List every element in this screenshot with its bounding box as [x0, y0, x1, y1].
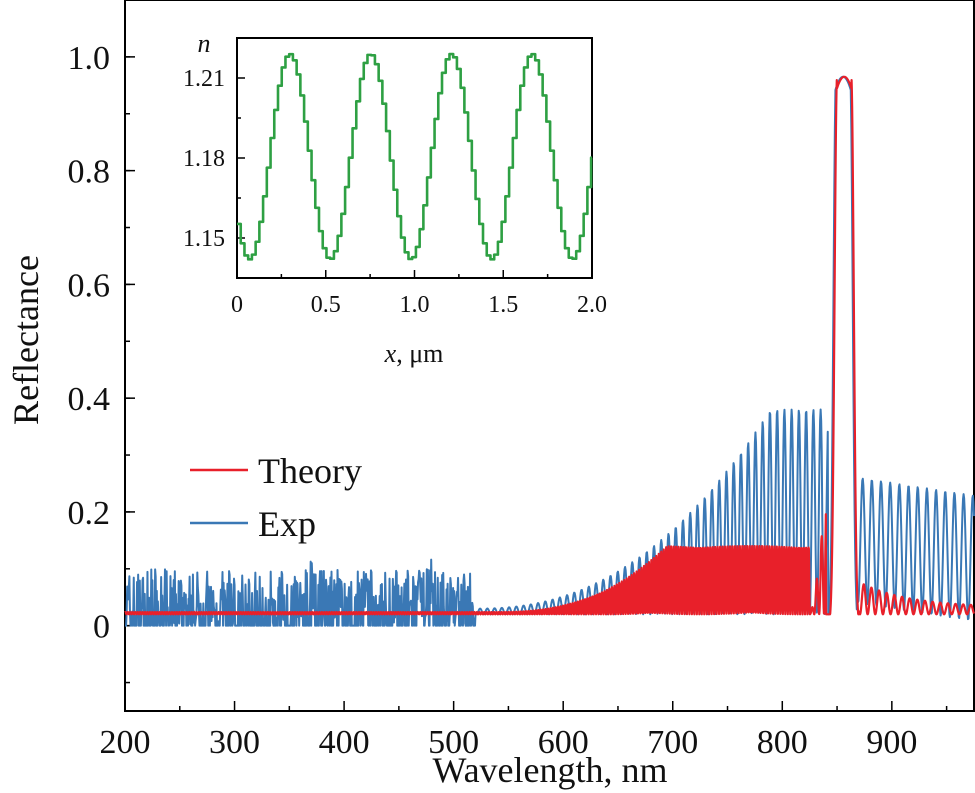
inset-axis-ticks: 0 0.5 1.0 1.5 2.0 1.15 1.18 1.21 — [183, 66, 607, 318]
inset-plot: 0 0.5 1.0 1.5 2.0 1.15 1.18 1.21 — [183, 37, 607, 318]
x-tick-label: 800 — [757, 724, 808, 761]
inset-series-group — [237, 52, 593, 261]
x-tick-label: 200 — [100, 724, 151, 761]
inset-x-tick-label: 1.0 — [400, 292, 430, 318]
legend: Theory Exp — [190, 451, 362, 544]
inset-x-tick-label: 1.5 — [488, 292, 518, 318]
y-tick-label: 0 — [93, 609, 110, 646]
x-tick-label: 600 — [538, 724, 589, 761]
main-plot-frame — [124, 0, 975, 712]
x-tick-label: 700 — [647, 724, 698, 761]
main-axis-ticks: 200 300 400 500 600 700 800 900 0 0.2 0.4 0.6 0.8 1.0 — [68, 0, 948, 761]
x-tick-label: 300 — [209, 724, 260, 761]
inset-y-axis-title: n — [198, 29, 211, 58]
legend-theory-label: Theory — [258, 451, 362, 491]
inset-x-tick-label: 0 — [231, 292, 243, 318]
y-tick-label: 0.2 — [68, 495, 111, 532]
inset-x-tick-label: 0.5 — [311, 292, 341, 318]
series-line-theory — [124, 75, 975, 616]
x-axis-title: Wavelength, nm — [432, 750, 667, 790]
y-tick-label: 0.4 — [68, 381, 111, 418]
main-plot: 200 300 400 500 600 700 800 900 0 0.2 0.4 0.6 0.8 1.0 — [68, 0, 975, 761]
inset-series-line-n — [237, 52, 593, 261]
x-tick-label: 900 — [866, 724, 917, 761]
x-tick-label: 500 — [428, 724, 479, 761]
x-tick-label: 400 — [319, 724, 370, 761]
inset-y-tick-label: 1.21 — [183, 66, 225, 92]
inset-y-tick-label: 1.18 — [183, 146, 225, 172]
y-axis-title: Reflectance — [6, 255, 46, 425]
inset-x-axis-title: x, μm — [384, 339, 444, 368]
inset-x-tick-label: 2.0 — [577, 292, 607, 318]
y-tick-label: 1.0 — [68, 40, 111, 77]
inset-y-tick-label: 1.15 — [183, 226, 225, 252]
main-series-group — [124, 75, 975, 627]
y-tick-label: 0.6 — [68, 267, 111, 304]
y-tick-label: 0.8 — [68, 154, 111, 191]
inset-plot-frame — [236, 37, 593, 279]
legend-exp-label: Exp — [258, 504, 316, 544]
